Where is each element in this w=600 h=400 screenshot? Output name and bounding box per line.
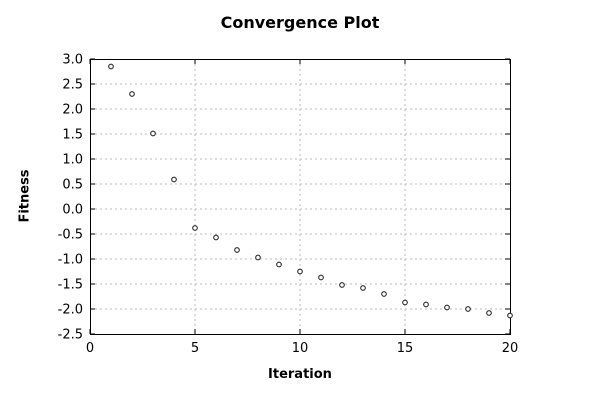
data-point bbox=[318, 274, 324, 281]
data-point bbox=[339, 282, 345, 288]
y-tick-label: 0.0 bbox=[62, 203, 83, 218]
y-tick-label: 1.5 bbox=[62, 128, 83, 143]
x-tick-label: 0 bbox=[86, 341, 94, 356]
data-point bbox=[360, 285, 366, 291]
x-tick-label: 5 bbox=[191, 341, 199, 356]
data-point bbox=[486, 310, 492, 316]
data-point bbox=[213, 234, 219, 241]
data-point bbox=[402, 299, 408, 306]
data-point bbox=[234, 247, 240, 253]
data-point bbox=[150, 130, 156, 137]
y-tick-label: -2.5 bbox=[58, 328, 83, 343]
data-point bbox=[297, 268, 303, 275]
y-tick-label: -1.0 bbox=[58, 253, 83, 268]
x-tick-label: 20 bbox=[502, 341, 519, 356]
y-tick-label: 2.5 bbox=[62, 78, 83, 93]
chart-title: Convergence Plot bbox=[220, 13, 380, 32]
data-point bbox=[507, 312, 513, 319]
data-point bbox=[255, 254, 261, 261]
y-tick-label: -2.0 bbox=[58, 303, 83, 318]
y-tick-label: 0.5 bbox=[62, 178, 83, 193]
data-point bbox=[444, 304, 450, 311]
data-point bbox=[192, 225, 198, 231]
x-tick-label: 15 bbox=[397, 341, 414, 356]
data-point bbox=[276, 261, 282, 268]
x-tick-label: 10 bbox=[292, 341, 309, 356]
y-tick-label: -1.5 bbox=[58, 278, 83, 293]
y-tick-label: 2.0 bbox=[62, 103, 83, 118]
data-point bbox=[129, 91, 135, 97]
data-point bbox=[108, 63, 114, 70]
data-point bbox=[423, 301, 429, 308]
data-point bbox=[171, 176, 177, 183]
y-tick-label: 3.0 bbox=[62, 53, 83, 68]
y-tick-label: 1.0 bbox=[62, 153, 83, 168]
data-point bbox=[381, 291, 387, 297]
x-axis-label: Iteration bbox=[268, 367, 332, 382]
y-tick-label: -0.5 bbox=[58, 228, 83, 243]
data-point bbox=[465, 306, 471, 312]
